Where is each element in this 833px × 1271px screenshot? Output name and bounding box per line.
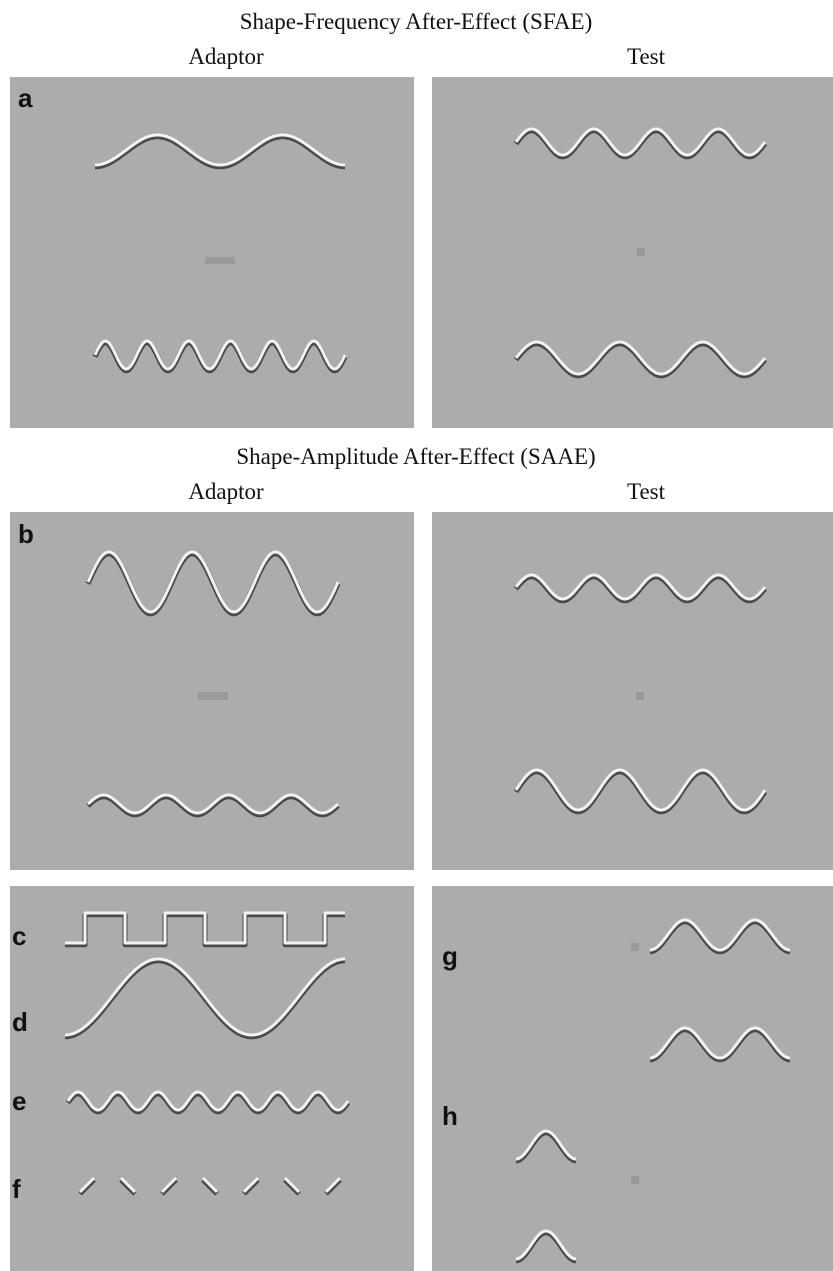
contour <box>87 793 340 815</box>
contour <box>649 918 791 952</box>
contour <box>94 133 346 167</box>
panel-label: a <box>18 83 33 113</box>
panel-label: h <box>442 1101 458 1131</box>
contour <box>160 1176 178 1194</box>
fixation <box>636 692 644 700</box>
fixation <box>631 943 639 951</box>
contour <box>93 134 347 170</box>
panel <box>10 886 414 1271</box>
fixation <box>205 257 235 264</box>
panel-label: f <box>12 1174 21 1204</box>
contour <box>514 573 767 601</box>
contour <box>86 550 340 614</box>
panel-label: g <box>442 941 458 971</box>
panel <box>432 77 833 428</box>
contour <box>514 1129 578 1161</box>
column-label: Test <box>627 44 666 69</box>
contour <box>242 1176 260 1194</box>
panel-label: c <box>12 921 26 951</box>
panel-label: e <box>12 1086 26 1116</box>
contour <box>66 1090 350 1112</box>
column-label: Adaptor <box>188 44 264 69</box>
panel-label: d <box>12 1007 28 1037</box>
contour <box>119 1176 137 1194</box>
panel <box>10 512 414 870</box>
panel <box>10 77 414 428</box>
contour <box>514 768 767 812</box>
column-label: Test <box>627 479 666 504</box>
fixation <box>198 692 228 700</box>
contour <box>514 1229 578 1261</box>
fixation <box>637 248 645 256</box>
contour <box>514 340 767 376</box>
contour <box>324 1176 342 1194</box>
section-title: Shape-Amplitude After-Effect (SAAE) <box>236 444 595 469</box>
fixation <box>631 1176 639 1184</box>
panel-label: b <box>18 519 34 549</box>
contour <box>78 1176 96 1194</box>
contour <box>93 339 347 371</box>
contour <box>201 1176 219 1194</box>
section-title: Shape-Frequency After-Effect (SFAE) <box>240 9 593 34</box>
contour <box>283 1176 301 1194</box>
contour <box>64 957 346 1037</box>
contour <box>649 1026 791 1060</box>
contour <box>514 127 767 157</box>
panel <box>432 512 833 870</box>
contour <box>65 911 345 945</box>
column-label: Adaptor <box>188 479 264 504</box>
